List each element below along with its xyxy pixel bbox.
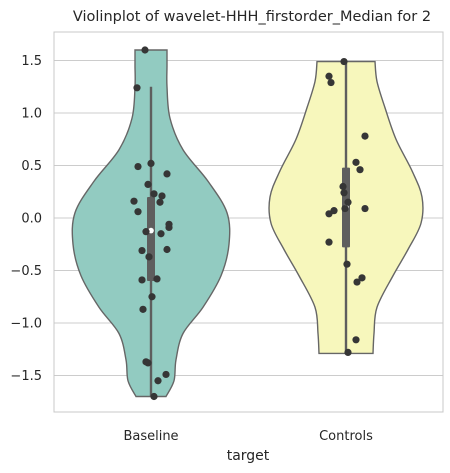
x-axis-label: target bbox=[227, 448, 270, 464]
data-point bbox=[325, 210, 333, 218]
data-point bbox=[134, 162, 142, 171]
data-point bbox=[138, 246, 146, 255]
data-point bbox=[139, 305, 147, 313]
data-point bbox=[343, 260, 351, 268]
data-point bbox=[144, 180, 152, 188]
data-point bbox=[352, 336, 360, 344]
data-point bbox=[165, 223, 173, 232]
data-point bbox=[325, 72, 333, 80]
data-point bbox=[158, 192, 166, 200]
plot-area bbox=[53, 31, 444, 413]
data-point bbox=[138, 276, 146, 284]
data-point bbox=[339, 182, 347, 191]
iqr-box-baseline bbox=[147, 197, 155, 281]
y-tick-label: −1.5 bbox=[10, 369, 42, 384]
x-tick-label-controls: Controls bbox=[319, 429, 373, 444]
data-point bbox=[344, 348, 352, 356]
data-point bbox=[344, 198, 352, 206]
data-point bbox=[150, 190, 158, 198]
data-point bbox=[148, 293, 156, 301]
data-point bbox=[157, 230, 165, 238]
strip-points bbox=[130, 46, 369, 401]
data-point bbox=[361, 132, 369, 140]
data-point bbox=[358, 274, 366, 282]
chart-title: Violinplot of wavelet-HHH_firstorder_Med… bbox=[73, 9, 431, 25]
y-tick-label: 0.0 bbox=[21, 212, 42, 227]
data-point bbox=[163, 245, 171, 254]
y-tick-label: −1.0 bbox=[10, 317, 42, 332]
data-point bbox=[325, 238, 333, 246]
data-point bbox=[145, 253, 153, 261]
data-point bbox=[133, 84, 141, 92]
x-axis-ticks: Baseline Controls bbox=[123, 429, 373, 444]
y-tick-label: −0.5 bbox=[10, 264, 42, 279]
median-marker-baseline bbox=[148, 227, 154, 234]
data-point bbox=[156, 198, 164, 206]
data-point bbox=[356, 166, 364, 174]
data-point bbox=[352, 158, 360, 166]
data-point bbox=[153, 275, 161, 283]
data-point bbox=[144, 359, 152, 367]
data-point bbox=[130, 197, 138, 205]
y-tick-label: 1.5 bbox=[21, 54, 42, 69]
y-axis-ticks: −1.5 −1.0 −0.5 0.0 0.5 1.0 1.5 bbox=[10, 54, 42, 384]
y-tick-label: 1.0 bbox=[21, 107, 42, 122]
data-point bbox=[147, 159, 155, 167]
data-point bbox=[327, 78, 335, 87]
data-point bbox=[134, 208, 142, 216]
x-tick-label-baseline: Baseline bbox=[123, 429, 178, 444]
data-point bbox=[361, 204, 369, 213]
data-point bbox=[353, 278, 361, 286]
data-point bbox=[340, 189, 348, 197]
data-point bbox=[141, 46, 149, 54]
data-point bbox=[154, 377, 162, 385]
data-point bbox=[341, 204, 349, 213]
data-point bbox=[150, 392, 158, 401]
data-point bbox=[142, 228, 150, 236]
axes-frame bbox=[53, 31, 444, 413]
data-point bbox=[163, 170, 171, 178]
data-point bbox=[162, 370, 170, 379]
y-tick-label: 0.5 bbox=[21, 159, 42, 174]
data-point bbox=[340, 57, 348, 66]
